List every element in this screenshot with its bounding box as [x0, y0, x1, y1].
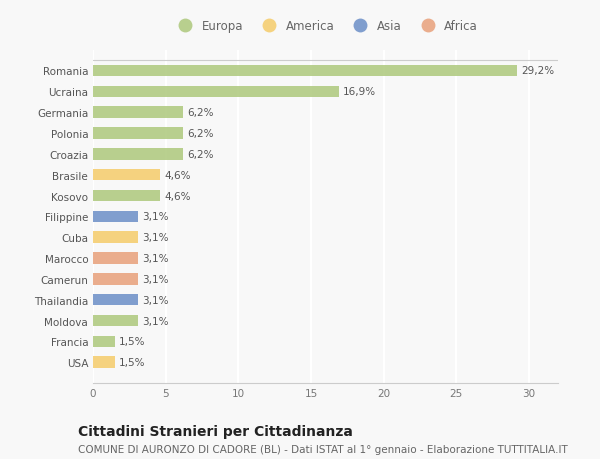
- Text: 6,2%: 6,2%: [187, 129, 214, 139]
- Text: 3,1%: 3,1%: [142, 295, 169, 305]
- Text: 3,1%: 3,1%: [142, 212, 169, 222]
- Legend: Europa, America, Asia, Africa: Europa, America, Asia, Africa: [170, 17, 481, 36]
- Bar: [93, 232, 138, 243]
- Bar: [93, 86, 338, 98]
- Bar: [93, 169, 160, 181]
- Bar: [93, 211, 138, 223]
- Text: 6,2%: 6,2%: [187, 150, 214, 159]
- Bar: [93, 149, 183, 160]
- Text: 4,6%: 4,6%: [164, 191, 191, 201]
- Bar: [93, 128, 183, 140]
- Bar: [93, 66, 517, 77]
- Bar: [93, 357, 115, 368]
- Text: 3,1%: 3,1%: [142, 233, 169, 243]
- Bar: [93, 253, 138, 264]
- Text: 3,1%: 3,1%: [142, 274, 169, 284]
- Text: 3,1%: 3,1%: [142, 316, 169, 326]
- Text: 4,6%: 4,6%: [164, 170, 191, 180]
- Bar: [93, 274, 138, 285]
- Text: 1,5%: 1,5%: [119, 336, 146, 347]
- Text: Cittadini Stranieri per Cittadinanza: Cittadini Stranieri per Cittadinanza: [78, 425, 353, 438]
- Bar: [93, 107, 183, 118]
- Bar: [93, 336, 115, 347]
- Bar: [93, 294, 138, 306]
- Text: 29,2%: 29,2%: [521, 67, 555, 76]
- Text: 6,2%: 6,2%: [187, 108, 214, 118]
- Text: 3,1%: 3,1%: [142, 253, 169, 263]
- Text: 1,5%: 1,5%: [119, 358, 146, 367]
- Text: 16,9%: 16,9%: [343, 87, 376, 97]
- Bar: [93, 315, 138, 326]
- Text: COMUNE DI AURONZO DI CADORE (BL) - Dati ISTAT al 1° gennaio - Elaborazione TUTTI: COMUNE DI AURONZO DI CADORE (BL) - Dati …: [78, 444, 568, 454]
- Bar: [93, 190, 160, 202]
